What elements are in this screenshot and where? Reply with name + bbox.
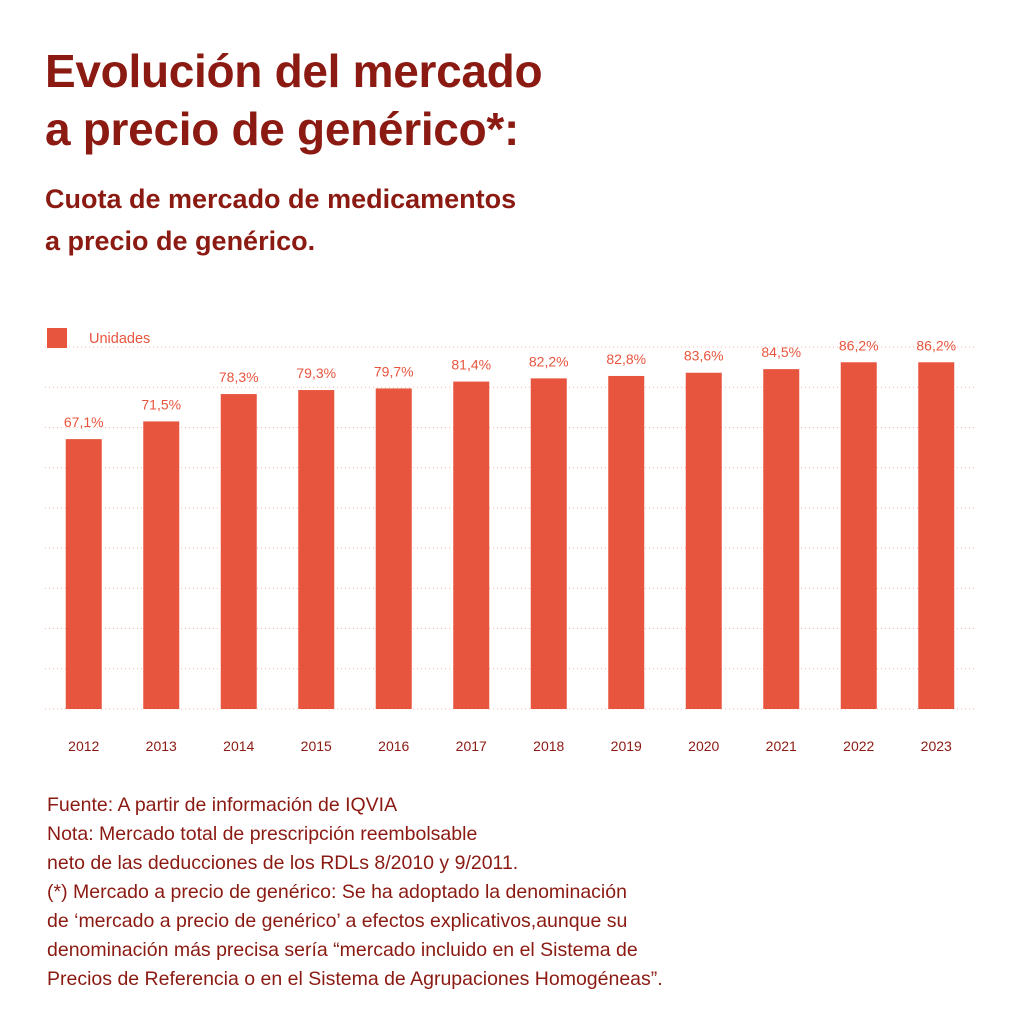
value-label-2017: 81,4% bbox=[451, 357, 491, 373]
bar-chart: Unidades 67,1% 71,5% 78,3% 79,3% 79,7% 81,4% 8… bbox=[45, 328, 975, 754]
bar-2012 bbox=[65, 439, 102, 709]
footnotes: Fuente: A partir de información de IQVIA… bbox=[47, 791, 1007, 994]
chart-legend: Unidades bbox=[47, 328, 150, 348]
bar-2014 bbox=[220, 394, 257, 709]
footnote-line-3: neto de las deducciones de los RDLs 8/20… bbox=[47, 852, 519, 874]
footnote-line-6: denominación más precisa sería “mercado … bbox=[47, 939, 638, 961]
x-tick-label-2013: 2013 bbox=[146, 738, 177, 754]
x-tick-label-2015: 2015 bbox=[301, 738, 332, 754]
bar-2022 bbox=[840, 362, 877, 709]
value-label-2013: 71,5% bbox=[141, 396, 181, 412]
value-label-2019: 82,8% bbox=[606, 351, 646, 367]
x-tick-label-2021: 2021 bbox=[766, 738, 797, 754]
chart-title-line-1: Evolución del mercado bbox=[45, 45, 543, 97]
bar-2021 bbox=[763, 369, 800, 709]
value-label-2020: 83,6% bbox=[684, 348, 724, 364]
x-tick-label-2017: 2017 bbox=[456, 738, 487, 754]
bar-2015 bbox=[298, 390, 335, 709]
value-label-2014: 78,3% bbox=[219, 369, 259, 385]
bar-2020 bbox=[685, 372, 722, 709]
chart-title: Evolución del mercado a precio de genéri… bbox=[45, 42, 945, 158]
source-note: Fuente: A partir de información de IQVIA bbox=[47, 794, 398, 816]
bar-2018 bbox=[530, 378, 567, 709]
x-tick-label-2012: 2012 bbox=[68, 738, 99, 754]
footnote-line-2: Nota: Mercado total de prescripción reem… bbox=[47, 823, 478, 845]
x-tick-label-2018: 2018 bbox=[533, 738, 564, 754]
chart-subtitle: Cuota de mercado de medicamentos a preci… bbox=[45, 178, 945, 262]
x-tick-label-2022: 2022 bbox=[843, 738, 874, 754]
bar-2019 bbox=[608, 375, 645, 709]
bar-2017 bbox=[453, 381, 490, 709]
chart-gridlines bbox=[45, 346, 975, 710]
chart-subtitle-line-1: Cuota de mercado de medicamentos bbox=[45, 184, 517, 214]
footnote-line-5: de ‘mercado a precio de genérico’ a efec… bbox=[47, 910, 628, 932]
footnote-line-4: (*) Mercado a precio de genérico: Se ha … bbox=[47, 881, 627, 903]
value-label-2021: 84,5% bbox=[761, 344, 801, 360]
value-label-2018: 82,2% bbox=[529, 353, 569, 369]
legend-swatch-unidades bbox=[47, 328, 67, 348]
chart-value-labels: 67,1% 71,5% 78,3% 79,3% 79,7% 81,4% 82,2% 82,8%… bbox=[64, 337, 956, 430]
value-label-2015: 79,3% bbox=[296, 365, 336, 381]
chart-title-line-2: a precio de genérico*: bbox=[45, 103, 519, 155]
bar-2013 bbox=[143, 421, 180, 709]
bar-2023 bbox=[918, 362, 955, 709]
value-label-2022: 86,2% bbox=[839, 337, 879, 353]
x-tick-label-2020: 2020 bbox=[688, 738, 719, 754]
x-tick-label-2019: 2019 bbox=[611, 738, 642, 754]
footnote-line-7: Precios de Referencia o en el Sistema de… bbox=[47, 968, 663, 990]
chart-bars bbox=[65, 362, 955, 709]
x-tick-label-2016: 2016 bbox=[378, 738, 409, 754]
x-tick-label-2014: 2014 bbox=[223, 738, 254, 754]
bar-2016 bbox=[375, 388, 412, 709]
legend-label-unidades: Unidades bbox=[89, 331, 150, 347]
chart-subtitle-line-2: a precio de genérico. bbox=[45, 226, 316, 256]
value-label-2016: 79,7% bbox=[374, 363, 414, 379]
x-tick-label-2023: 2023 bbox=[921, 738, 952, 754]
chart-x-tick-labels: 2012 2013 2014 2015 2016 2017 2018 2019 2020 2021… bbox=[68, 738, 952, 754]
value-label-2012: 67,1% bbox=[64, 414, 104, 430]
value-label-2023: 86,2% bbox=[916, 337, 956, 353]
